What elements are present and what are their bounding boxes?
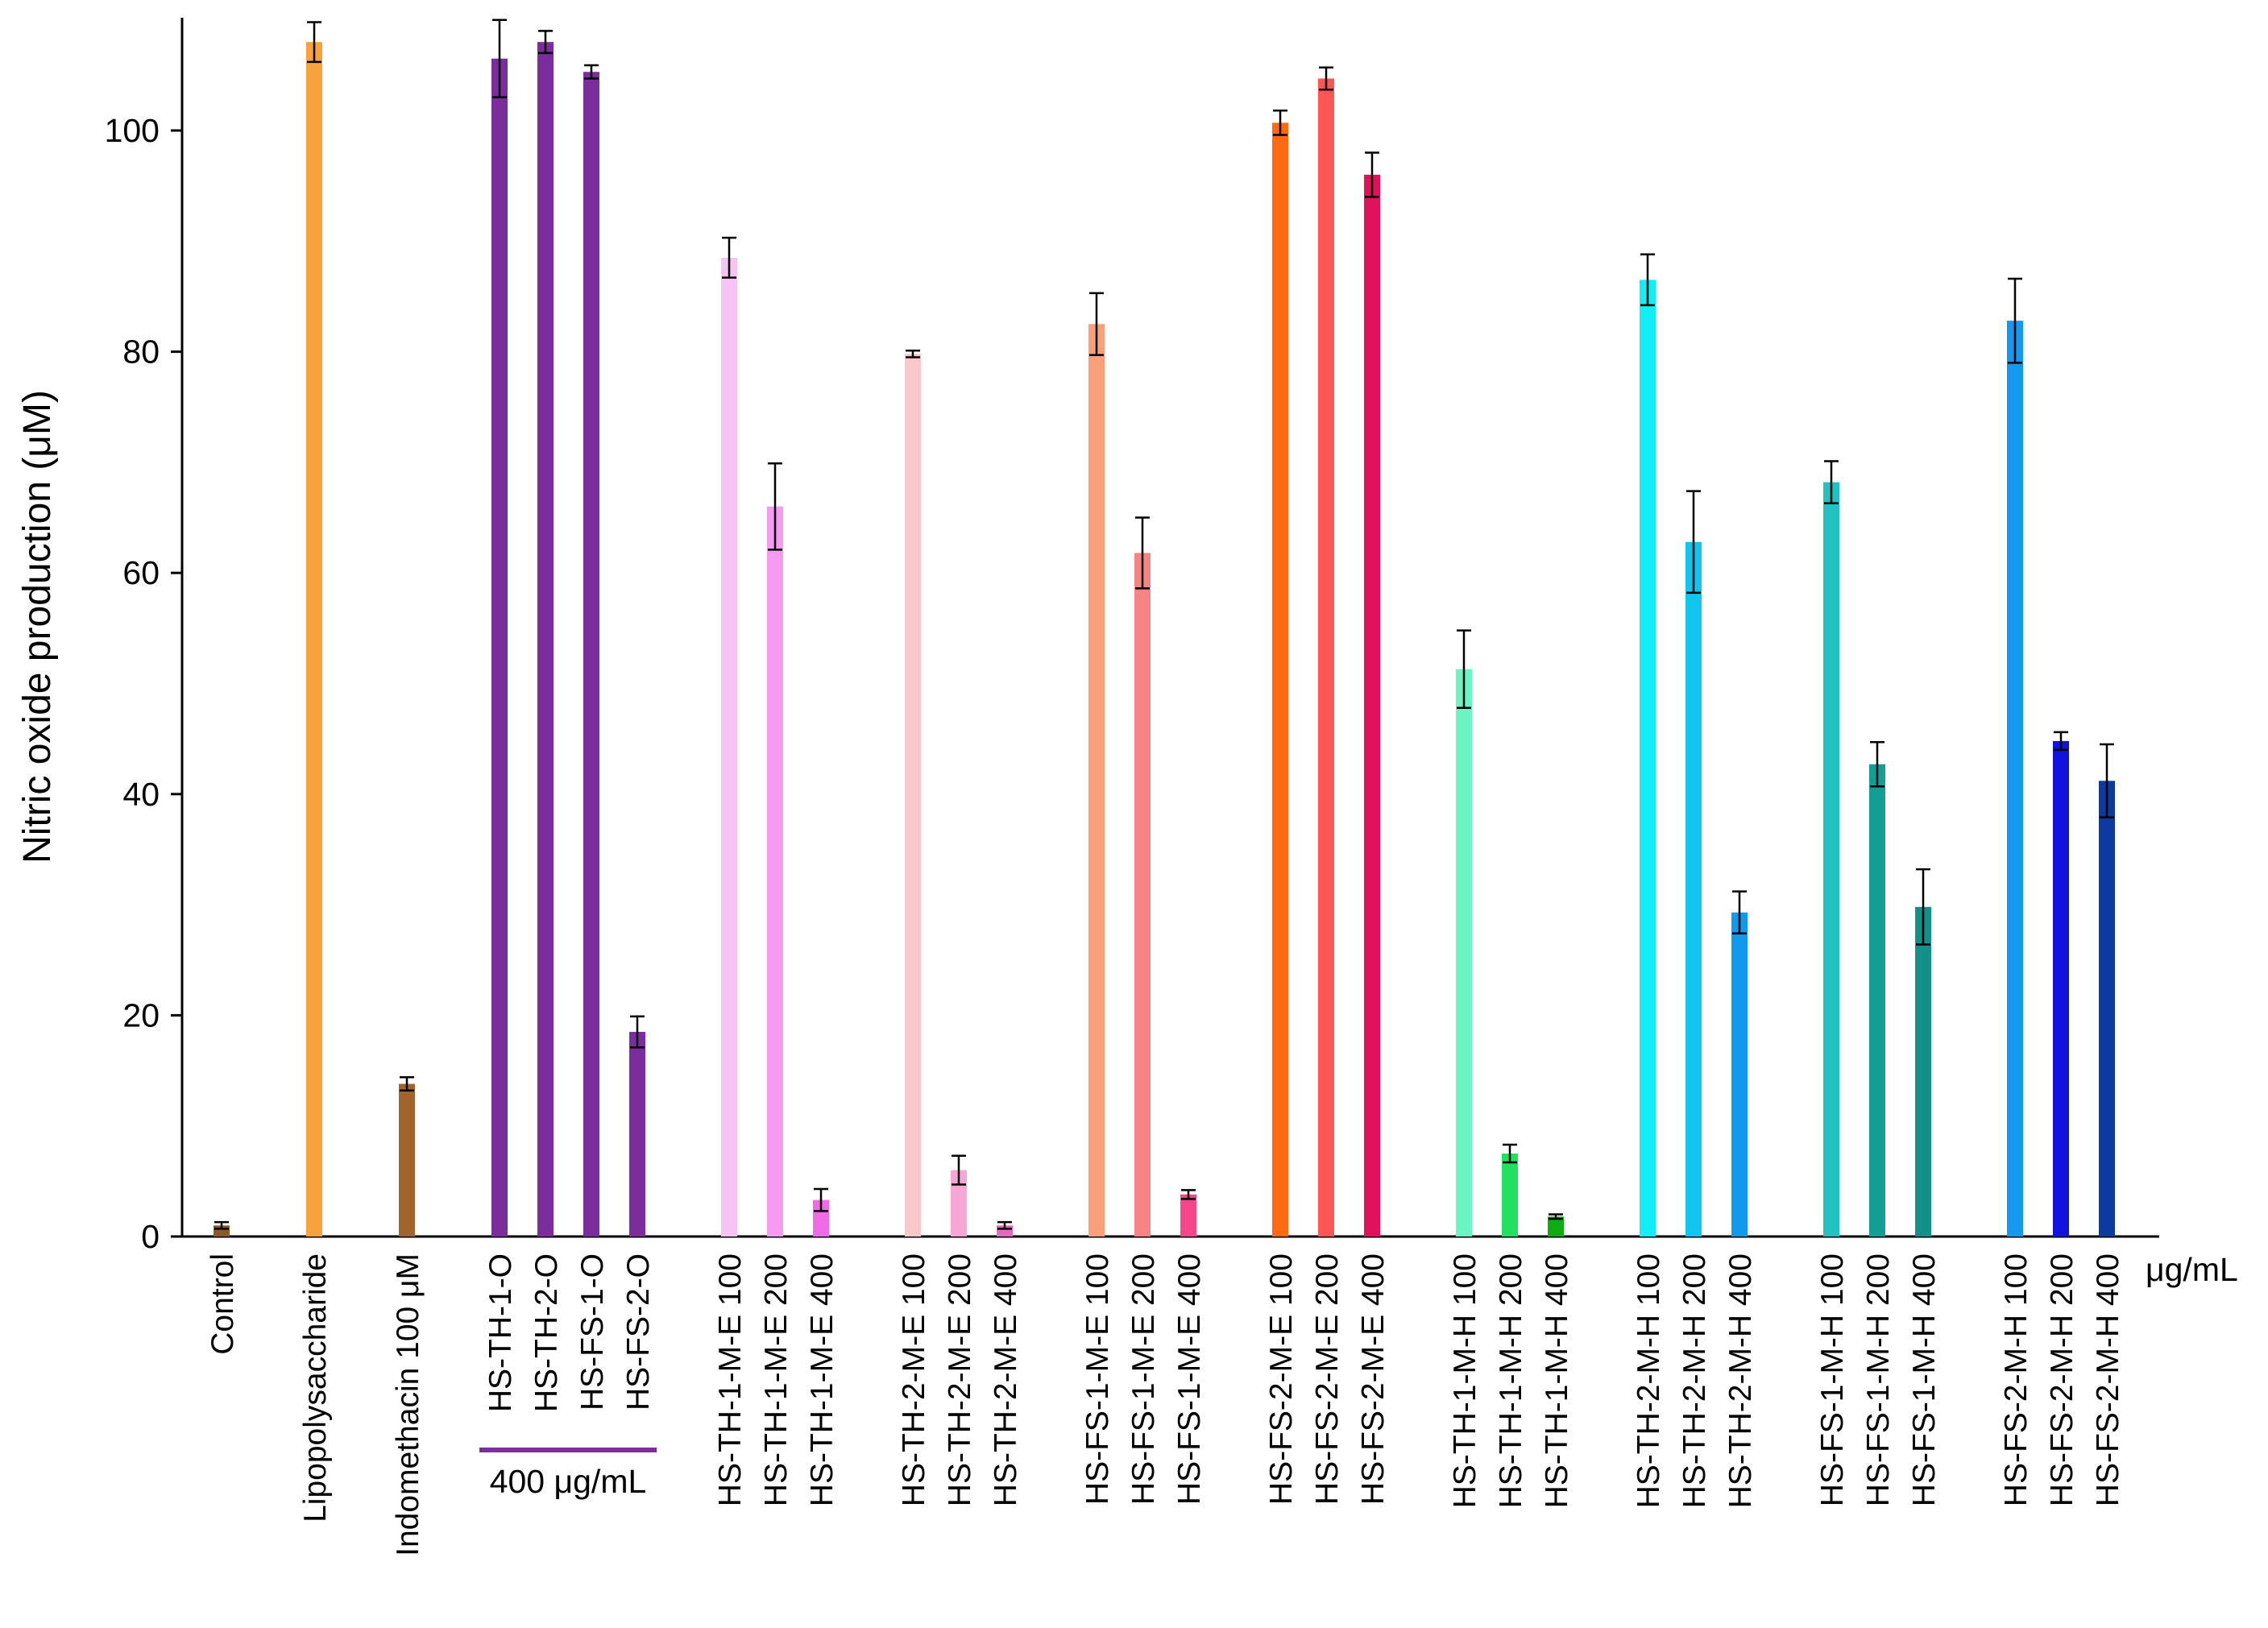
x-tick-label: Indomethacin 100 μM (391, 1253, 425, 1556)
x-tick-label: HS-TH-1-O (483, 1253, 518, 1412)
y-ticks: 0 20 40 60 80 100 (105, 112, 182, 1255)
x-tick-label: Control (205, 1253, 240, 1355)
x-tick-label: HS-FS-1-M-E 100 (1080, 1253, 1115, 1505)
x-tick-label: HS-TH-2-M-E 100 (897, 1253, 931, 1506)
y-tick-label: 100 (105, 112, 160, 149)
x-tick-label: HS-FS-1-M-H 400 (1907, 1253, 1942, 1506)
x-tick-label: HS-TH-2-M-H 200 (1677, 1253, 1712, 1508)
bars (214, 42, 2115, 1237)
x-tick-label: HS-TH-2-O (529, 1253, 564, 1412)
y-tick-label: 60 (122, 554, 160, 591)
bar (1456, 669, 1472, 1237)
bar (1548, 1216, 1564, 1237)
bar (1731, 912, 1748, 1237)
x-tick-label: HS-TH-1-M-E 400 (805, 1253, 840, 1506)
x-unit-label: μg/mL (2146, 1251, 2238, 1288)
bar (1640, 280, 1656, 1237)
x-tick-label: HS-FS-2-M-H 100 (1999, 1253, 2034, 1506)
bar (306, 42, 322, 1237)
x-tick-label: HS-TH-2-M-E 200 (943, 1253, 977, 1506)
bar (951, 1170, 967, 1237)
bar (721, 257, 737, 1237)
x-tick-label: HS-FS-2-M-E 100 (1264, 1253, 1299, 1505)
bar (1685, 541, 1702, 1237)
bar (1088, 324, 1105, 1237)
group-annotation: 400 μg/mL (490, 1463, 647, 1500)
bar (1364, 174, 1380, 1237)
x-tick-label: HS-TH-1-M-E 100 (713, 1253, 748, 1506)
bar (1502, 1154, 1518, 1237)
bar (1134, 553, 1151, 1237)
x-tick-label: HS-FS-1-M-E 400 (1172, 1253, 1207, 1505)
bar (1272, 122, 1288, 1237)
x-tick-label: HS-FS-2-M-H 400 (2091, 1253, 2125, 1506)
x-tick-label: HS-FS-1-M-E 200 (1126, 1253, 1161, 1505)
axes (180, 18, 2159, 1238)
x-tick-label: HS-TH-1-M-H 100 (1448, 1253, 1482, 1508)
x-tick-label: HS-TH-2-M-H 400 (1723, 1253, 1758, 1508)
bar (1180, 1194, 1196, 1237)
bar (1869, 764, 1885, 1237)
x-tick-label: HS-FS-2-O (621, 1253, 656, 1411)
x-tick-label: Lipopolysaccharide (298, 1253, 333, 1522)
bar (583, 72, 599, 1237)
x-tick-label: HS-FS-2-M-H 200 (2045, 1253, 2079, 1506)
bar (1823, 482, 1839, 1237)
bar (2053, 740, 2069, 1237)
y-tick-label: 80 (122, 333, 160, 371)
bar (491, 58, 508, 1237)
y-tick-label: 20 (122, 996, 160, 1034)
bar (767, 506, 783, 1237)
x-tick-label: HS-TH-1-M-H 200 (1494, 1253, 1528, 1508)
x-tick-label: HS-FS-2-M-E 400 (1356, 1253, 1391, 1505)
bar (399, 1083, 415, 1237)
x-tick-label: HS-TH-2-M-E 400 (989, 1253, 1023, 1506)
y-tick-label: 40 (122, 776, 160, 813)
bar (2007, 321, 2023, 1237)
bar (537, 42, 554, 1237)
x-tick-label: HS-FS-1-M-H 200 (1861, 1253, 1896, 1506)
y-axis-title: Nitric oxide production (μM) (16, 390, 59, 864)
bar (1318, 78, 1334, 1237)
x-tick-label: HS-FS-1-M-H 100 (1815, 1253, 1850, 1506)
bar (629, 1031, 645, 1237)
x-tick-label: HS-FS-2-M-E 200 (1310, 1253, 1345, 1505)
x-labels: Control Lipopolysaccharide Indomethacin 10… (205, 1253, 2125, 1556)
bar (813, 1199, 829, 1237)
y-tick-label: 0 (141, 1218, 160, 1255)
error-bars (214, 19, 2114, 1230)
x-tick-label: HS-TH-2-M-H 100 (1632, 1253, 1666, 1508)
bar (1915, 906, 1931, 1237)
bar (2099, 781, 2115, 1237)
x-tick-label: HS-TH-1-M-E 200 (759, 1253, 794, 1506)
x-tick-label: HS-FS-1-O (575, 1253, 610, 1411)
bar (905, 354, 921, 1237)
x-tick-label: HS-TH-1-M-H 400 (1540, 1253, 1574, 1508)
